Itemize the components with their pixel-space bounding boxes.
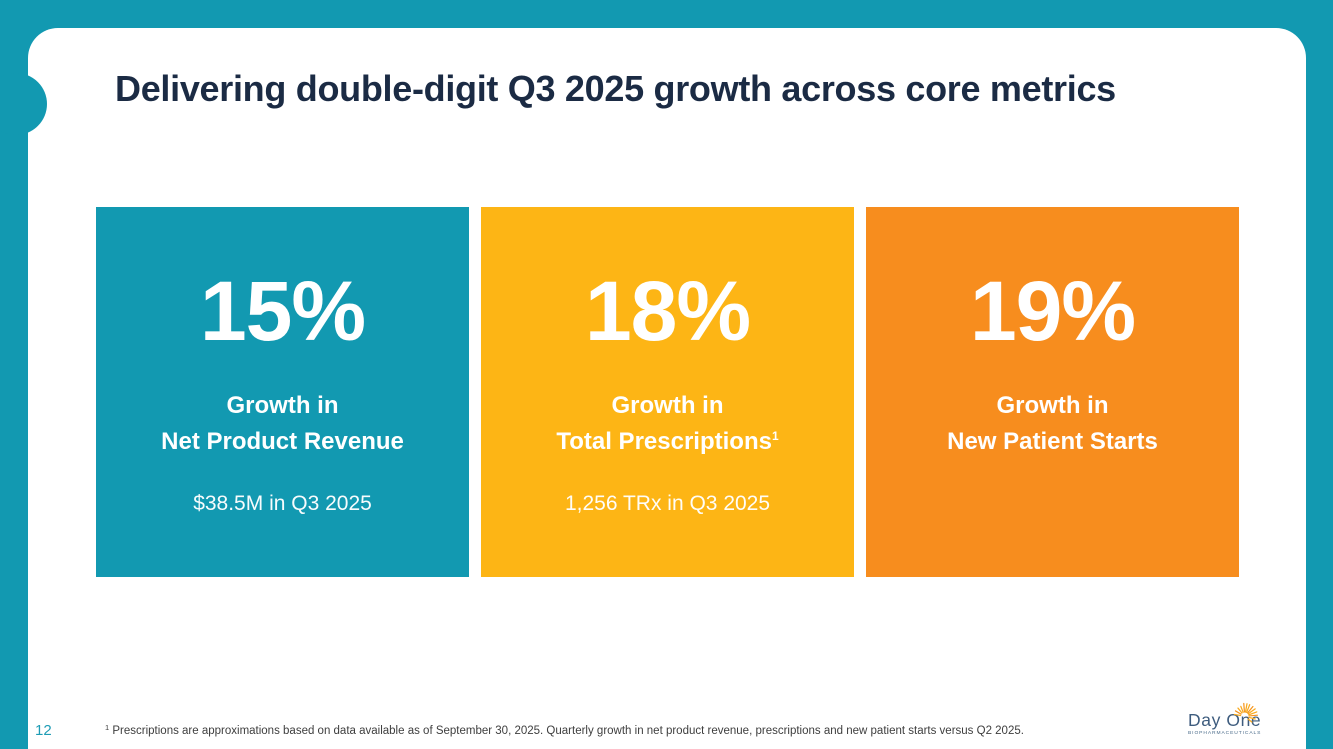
slide-title: Delivering double-digit Q3 2025 growth a… [115,68,1116,109]
metric-label-line2: Total Prescriptions [556,428,772,455]
sunburst-icon [1233,702,1259,723]
metric-cards: 15% Growth in Net Product Revenue $38.5M… [96,207,1239,577]
metric-label: Growth in New Patient Starts [947,391,1158,457]
metric-card-new-patient-starts: 19% Growth in New Patient Starts [866,207,1239,577]
metric-sublabel: $38.5M in Q3 2025 [193,492,372,515]
metric-label-line1: Growth in [996,392,1109,419]
metric-label: Growth in Net Product Revenue [161,391,404,457]
day-one-logo: Day One BIOPHARMACEUTICALS [1188,700,1274,736]
metric-card-total-prescriptions: 18% Growth in Total Prescriptions1 1,256… [481,207,854,577]
metric-card-net-product-revenue: 15% Growth in Net Product Revenue $38.5M… [96,207,469,577]
metric-label-superscript: 1 [771,429,779,443]
logo-name: Day One [1188,710,1262,730]
metric-label-line2: New Patient Starts [947,428,1158,455]
metric-value: 19% [969,264,1136,358]
footnote: 1 Prescriptions are approximations based… [105,723,1024,737]
metric-label-line1: Growth in [226,392,339,419]
metric-sublabel: 1,256 TRx in Q3 2025 [564,492,771,515]
metric-value: 18% [584,264,751,358]
metric-label-line2: Net Product Revenue [161,428,404,455]
metric-value: 15% [199,264,366,358]
logo-subtext: BIOPHARMACEUTICALS [1188,731,1262,736]
metric-label-line1: Growth in [611,392,724,419]
page-number: 12 [35,722,52,739]
footnote-superscript: 1 [105,723,110,732]
footnote-text: Prescriptions are approximations based o… [109,725,1024,737]
metric-label: Growth in Total Prescriptions1 [556,391,778,457]
